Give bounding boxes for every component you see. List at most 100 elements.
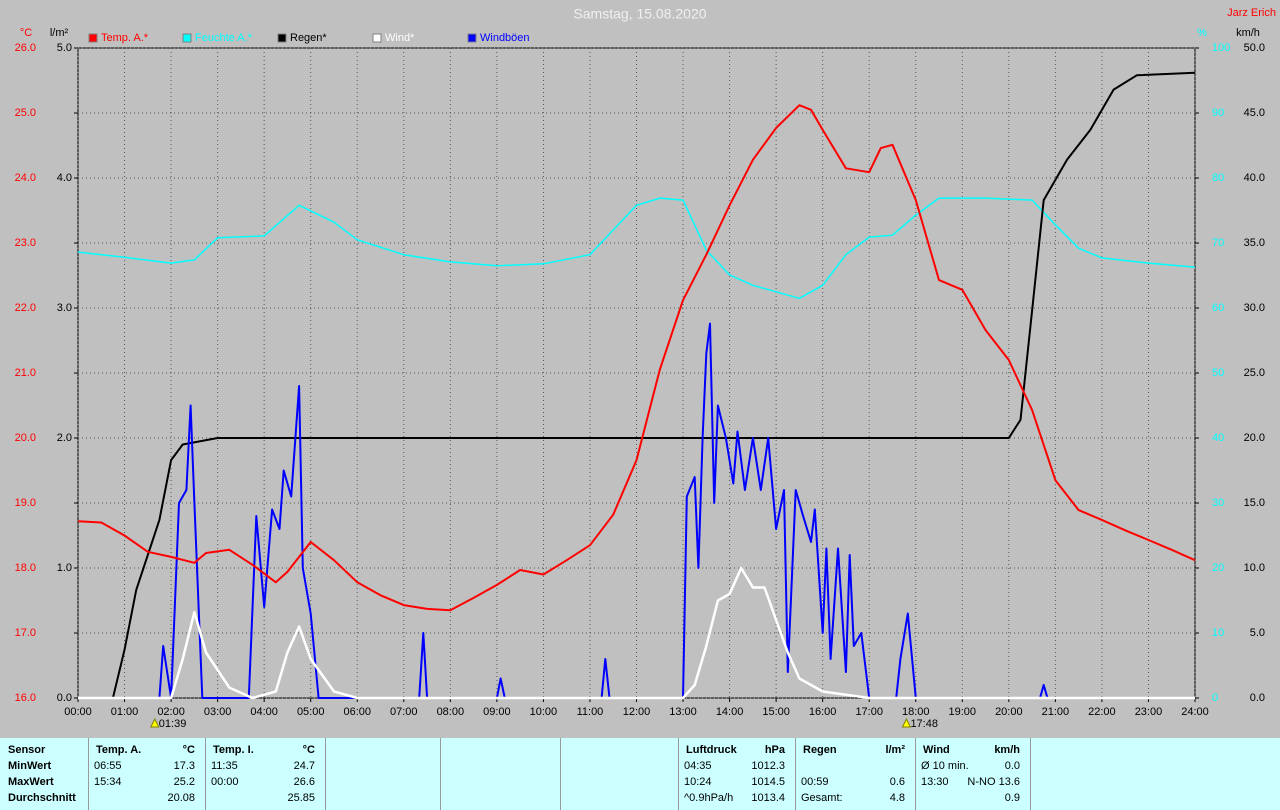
table-cell: 15:34 xyxy=(94,776,122,788)
column-separator xyxy=(795,738,796,810)
table-cell: 1013.4 xyxy=(751,792,785,804)
y3-unit: % xyxy=(1197,27,1207,39)
table-cell: 24.7 xyxy=(293,760,315,772)
x-tick-label: 06:00 xyxy=(343,706,371,718)
x-tick-label: 03:00 xyxy=(204,706,232,718)
y-tick-label: 20.0 xyxy=(1244,432,1265,444)
x-tick-label: 22:00 xyxy=(1088,706,1116,718)
y-tick-label: 50 xyxy=(1212,367,1224,379)
y-tick-label: 100 xyxy=(1212,42,1230,54)
table-cell: °C xyxy=(182,744,195,756)
column-separator xyxy=(1030,738,1031,810)
y-tick-label: 30.0 xyxy=(1244,302,1265,314)
table-cell: 0.9 xyxy=(1004,792,1020,804)
y-unit: °C xyxy=(20,27,32,39)
legend-swatch xyxy=(88,33,98,43)
y-tick-label: 23.0 xyxy=(15,237,36,249)
column-separator xyxy=(678,738,679,810)
x-tick-label: 19:00 xyxy=(949,706,977,718)
table-cell: Temp. A. xyxy=(96,744,142,756)
column-separator xyxy=(440,738,441,810)
table-cell: Gesamt: xyxy=(801,792,843,804)
table-cell: 04:35 xyxy=(684,760,712,772)
sun-label: 01:39 xyxy=(159,718,187,730)
x-tick-label: 13:00 xyxy=(669,706,697,718)
x-tick-label: 09:00 xyxy=(483,706,511,718)
legend-label: Temp. A.* xyxy=(101,32,149,44)
x-tick-label: 01:00 xyxy=(111,706,139,718)
x-tick-label: 16:00 xyxy=(809,706,837,718)
y-tick-label: 21.0 xyxy=(15,367,36,379)
sun-label: 17:48 xyxy=(910,718,938,730)
legend-swatch xyxy=(467,33,477,43)
legend-label: Wind* xyxy=(385,32,415,44)
table-cell: MinWert xyxy=(8,760,52,772)
y-tick-label: 10.0 xyxy=(1244,562,1265,574)
table-cell: 17.3 xyxy=(173,760,195,772)
y-tick-label: 19.0 xyxy=(15,497,36,509)
y2-unit: l/m² xyxy=(50,27,69,39)
y-tick-label: 1.0 xyxy=(57,562,72,574)
chart-title: Samstag, 15.08.2020 xyxy=(573,6,706,22)
table-cell: Regen xyxy=(803,744,837,756)
x-tick-label: 15:00 xyxy=(762,706,790,718)
x-tick-label: 07:00 xyxy=(390,706,418,718)
y-tick-label: 40.0 xyxy=(1244,172,1265,184)
y-tick-label: 5.0 xyxy=(57,42,72,54)
x-tick-label: 05:00 xyxy=(297,706,325,718)
y-tick-label: 0.0 xyxy=(1250,692,1265,704)
x-tick-label: 24:00 xyxy=(1181,706,1209,718)
table-cell: Temp. I. xyxy=(213,744,254,756)
chart: Samstag, 15.08.2020 Jarz Erich °C l/m² %… xyxy=(15,6,1276,730)
table-cell: 20.08 xyxy=(167,792,195,804)
x-tick-label: 21:00 xyxy=(1042,706,1070,718)
y-tick-label: 60 xyxy=(1212,302,1224,314)
x-tick-label: 10:00 xyxy=(530,706,558,718)
table-cell: °C xyxy=(302,744,315,756)
column-separator xyxy=(88,738,89,810)
x-tick-label: 20:00 xyxy=(995,706,1023,718)
series-line xyxy=(78,566,1195,700)
column-separator xyxy=(560,738,561,810)
table-cell: 26.6 xyxy=(293,776,315,788)
y-tick-label: 25.0 xyxy=(1244,367,1265,379)
table-cell: 0.6 xyxy=(889,776,905,788)
column-separator xyxy=(915,738,916,810)
y-tick-label: 15.0 xyxy=(1244,497,1265,509)
x-tick-label: 04:00 xyxy=(250,706,278,718)
table-cell: Ø 10 min. xyxy=(921,760,969,772)
legend-label: Feuchte A.* xyxy=(195,32,253,44)
table-cell: 1012.3 xyxy=(751,760,785,772)
y-tick-label: 2.0 xyxy=(57,432,72,444)
table-cell: Durchschnitt xyxy=(8,792,76,804)
x-tick-label: 08:00 xyxy=(437,706,465,718)
y-tick-label: 0 xyxy=(1212,692,1218,704)
table-cell: 10:24 xyxy=(684,776,712,788)
table-cell: Luftdruck xyxy=(686,744,737,756)
x-tick-label: 18:00 xyxy=(902,706,930,718)
x-tick-label: 14:00 xyxy=(716,706,744,718)
sun-marker xyxy=(149,717,160,728)
table-cell: 00:00 xyxy=(211,776,239,788)
y-tick-label: 16.0 xyxy=(15,692,36,704)
table-cell: 1014.5 xyxy=(751,776,785,788)
y-tick-label: 10 xyxy=(1212,627,1224,639)
column-separator xyxy=(325,738,326,810)
y-tick-label: 20 xyxy=(1212,562,1224,574)
legend-label: Regen* xyxy=(290,32,327,44)
y-tick-label: 50.0 xyxy=(1244,42,1265,54)
table-cell: 06:55 xyxy=(94,760,122,772)
x-tick-label: 02:00 xyxy=(157,706,185,718)
table-cell: MaxWert xyxy=(8,776,54,788)
y-tick-label: 30 xyxy=(1212,497,1224,509)
y-tick-label: 26.0 xyxy=(15,42,36,54)
table-cell: N-NO 13.6 xyxy=(967,776,1020,788)
series-line xyxy=(77,197,1196,300)
stats-table: Sensor MinWert MaxWert Durchschnitt Temp. A.… xyxy=(0,738,1280,810)
legend-swatch xyxy=(182,33,192,43)
series-line xyxy=(77,104,1196,612)
y-tick-label: 4.0 xyxy=(57,172,72,184)
table-cell: 25.85 xyxy=(287,792,315,804)
legend-swatch xyxy=(277,33,287,43)
